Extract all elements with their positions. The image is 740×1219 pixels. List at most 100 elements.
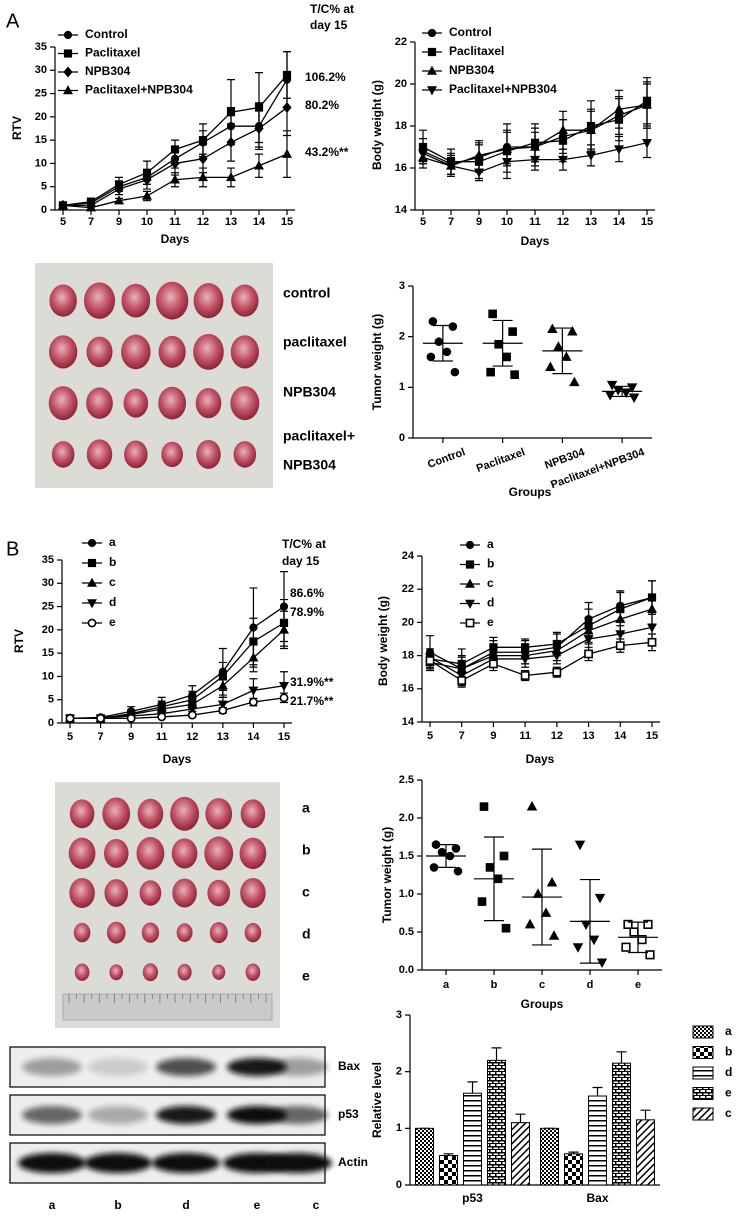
x-tick-label: 14 bbox=[247, 731, 260, 743]
bar bbox=[636, 1119, 655, 1186]
legend-marker bbox=[465, 599, 475, 609]
point bbox=[279, 624, 289, 634]
tumor bbox=[204, 836, 234, 871]
sd-bar bbox=[432, 324, 453, 362]
point bbox=[282, 102, 292, 113]
point bbox=[198, 172, 208, 182]
point bbox=[126, 713, 136, 723]
point bbox=[569, 376, 580, 387]
tumor bbox=[245, 963, 261, 981]
x-axis-label: Days bbox=[526, 752, 555, 766]
point bbox=[254, 123, 264, 134]
x-tick-label: 11 bbox=[529, 216, 541, 228]
blot-band bbox=[227, 1058, 287, 1076]
bar bbox=[564, 1153, 583, 1186]
photo-label: paclitaxel+ bbox=[283, 428, 355, 444]
tumor bbox=[51, 441, 75, 468]
series-line bbox=[429, 641, 653, 682]
point bbox=[510, 370, 519, 379]
x-tick-label: 9 bbox=[116, 216, 122, 228]
tumor bbox=[139, 880, 162, 906]
y-tick-label: 3 bbox=[396, 1009, 402, 1021]
point bbox=[437, 847, 447, 857]
bar bbox=[588, 1095, 607, 1186]
tumor bbox=[161, 441, 184, 468]
point bbox=[474, 168, 484, 178]
y-tick-label: 2 bbox=[399, 331, 405, 343]
y-tick-label: 25 bbox=[42, 600, 54, 612]
x-tick-label: c bbox=[539, 979, 545, 991]
tumor bbox=[231, 284, 259, 317]
lane-label: e bbox=[254, 1198, 261, 1212]
point bbox=[614, 145, 624, 155]
legend-label: c bbox=[487, 576, 494, 590]
blot-band bbox=[268, 1106, 328, 1124]
x-tick-label: 12 bbox=[557, 216, 569, 228]
point bbox=[249, 697, 258, 707]
blot-band bbox=[156, 1106, 216, 1124]
y-tick-label: 10 bbox=[42, 670, 54, 682]
point bbox=[248, 652, 259, 662]
tumor bbox=[196, 439, 221, 469]
bar bbox=[415, 1127, 434, 1186]
point bbox=[114, 183, 124, 195]
point bbox=[486, 367, 495, 377]
annotation: 21.7%** bbox=[290, 694, 334, 708]
tumor bbox=[240, 878, 266, 908]
point bbox=[524, 918, 536, 929]
point bbox=[621, 942, 631, 952]
blot-label: p53 bbox=[338, 1107, 359, 1121]
series-line bbox=[70, 697, 285, 719]
point bbox=[614, 103, 624, 113]
x-tick-label: 13 bbox=[585, 216, 597, 228]
point bbox=[561, 351, 572, 361]
point bbox=[457, 676, 467, 685]
y-tick-label: 3 bbox=[399, 280, 405, 292]
tumor bbox=[48, 386, 78, 421]
legend-marker bbox=[87, 538, 97, 548]
tumor bbox=[233, 441, 257, 468]
photo-label: NPB304 bbox=[283, 457, 336, 473]
point bbox=[628, 393, 640, 404]
point bbox=[574, 840, 586, 851]
blot-band bbox=[152, 1153, 220, 1173]
point bbox=[623, 919, 633, 929]
point bbox=[540, 907, 552, 917]
annotation: 31.9%** bbox=[290, 675, 334, 689]
x-tick-label: 13 bbox=[217, 731, 229, 743]
point bbox=[620, 388, 632, 399]
y-tick-label: 30 bbox=[35, 64, 47, 76]
blot-band bbox=[156, 1058, 216, 1076]
panel-label: B bbox=[6, 538, 19, 560]
point bbox=[479, 802, 489, 811]
blot-band bbox=[88, 1106, 148, 1124]
point bbox=[142, 174, 152, 186]
x-tick-label: 14 bbox=[253, 216, 266, 228]
point bbox=[226, 172, 236, 182]
photo-label: NPB304 bbox=[283, 384, 336, 400]
point bbox=[615, 641, 625, 651]
point bbox=[526, 800, 538, 811]
point bbox=[552, 667, 562, 677]
tumor bbox=[69, 799, 95, 829]
point bbox=[226, 108, 236, 117]
y-tick-label: 2.5 bbox=[399, 774, 414, 786]
tumor bbox=[109, 964, 124, 981]
note: T/C% at bbox=[310, 2, 354, 16]
point bbox=[86, 202, 96, 212]
x-tick-label: Control bbox=[426, 446, 467, 471]
legend-label: Paclitaxel bbox=[85, 46, 140, 60]
point bbox=[586, 151, 596, 161]
tumor bbox=[172, 878, 197, 908]
legend-swatch bbox=[692, 1025, 714, 1039]
y-tick-label: 15 bbox=[35, 134, 47, 146]
photo-label: a bbox=[302, 800, 310, 816]
x-tick-label: 5 bbox=[67, 731, 73, 743]
y-tick-label: 16 bbox=[395, 162, 407, 174]
tumor bbox=[158, 386, 187, 420]
blot-band bbox=[84, 1153, 152, 1173]
legend-swatch bbox=[692, 1046, 714, 1059]
legend-label: d bbox=[109, 595, 116, 609]
point bbox=[501, 923, 511, 933]
legend-label: Control bbox=[85, 27, 128, 41]
